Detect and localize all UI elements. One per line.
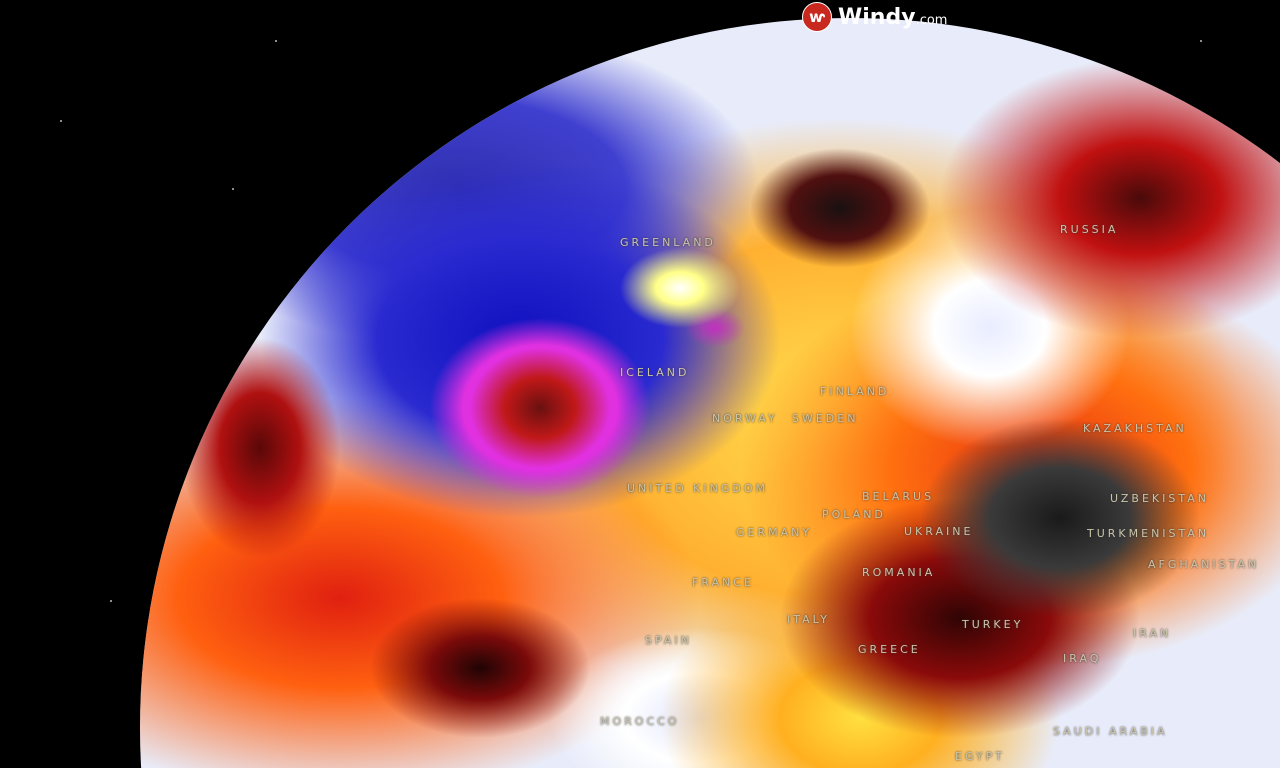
label-iran: IRAN: [1133, 627, 1172, 640]
label-iceland: ICELAND: [620, 366, 690, 379]
label-sweden: SWEDEN: [792, 412, 859, 425]
label-turkey: TURKEY: [962, 618, 1024, 631]
windy-logo[interactable]: ⱳ Windy.com: [802, 2, 947, 32]
label-egypt: EGYPT: [955, 750, 1005, 763]
label-finland: FINLAND: [820, 385, 890, 398]
label-kazakhstan: KAZAKHSTAN: [1083, 422, 1187, 435]
label-france: FRANCE: [692, 576, 754, 589]
star: [110, 600, 112, 602]
brand-suffix: .com: [915, 12, 948, 28]
label-saudi-arabia: SAUDI ARABIA: [1053, 725, 1168, 738]
label-turkmenistan: TURKMENISTAN: [1087, 527, 1210, 540]
label-poland: POLAND: [822, 508, 886, 521]
label-uzbekistan: UZBEKISTAN: [1110, 492, 1209, 505]
windy-logo-icon: ⱳ: [802, 2, 832, 32]
label-belarus: BELARUS: [862, 490, 935, 503]
label-russia: RUSSIA: [1060, 223, 1119, 236]
label-spain: SPAIN: [645, 634, 692, 647]
label-greenland: GREENLAND: [620, 236, 716, 249]
label-romania: ROMANIA: [862, 566, 936, 579]
star: [275, 40, 277, 42]
brand-name: Windy: [838, 4, 916, 30]
weather-globe-map[interactable]: [140, 18, 1280, 768]
star: [60, 120, 62, 122]
label-afghanistan: AFGHANISTAN: [1148, 558, 1260, 571]
label-italy: ITALY: [787, 613, 831, 626]
star: [232, 188, 234, 190]
label-greece: GREECE: [858, 643, 921, 656]
label-united-kingdom: UNITED KINGDOM: [627, 482, 768, 495]
label-ukraine: UKRAINE: [904, 525, 974, 538]
label-morocco: MOROCCO: [600, 715, 680, 728]
label-norway: NORWAY: [712, 412, 778, 425]
star: [1200, 40, 1202, 42]
label-iraq: IRAQ: [1063, 652, 1102, 665]
label-germany: GERMANY: [736, 526, 813, 539]
